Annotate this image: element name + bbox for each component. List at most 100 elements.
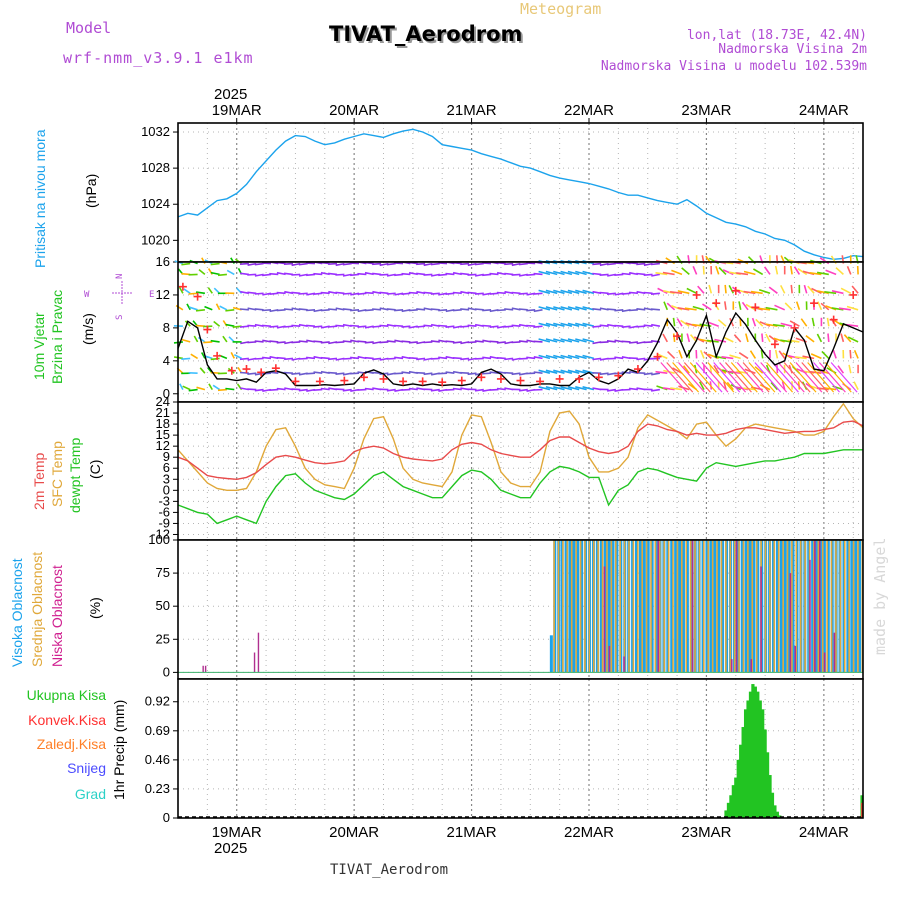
wind-arrow (504, 371, 514, 374)
wind-arrow (545, 270, 558, 276)
wind-arrow (743, 387, 756, 391)
wind-arrow (357, 325, 367, 328)
wind-arrow (207, 287, 213, 294)
wind-arrow (467, 324, 477, 327)
wind-arrow (518, 308, 528, 311)
low-cloud-bar (789, 573, 792, 673)
pressure-side-label: Pritisak na nivou mora (32, 129, 48, 268)
wind-gust-mark (399, 377, 408, 386)
mid-cloud-bar (654, 540, 657, 673)
total-precip-bar (761, 709, 765, 818)
wind-arrow (582, 354, 595, 360)
wind-arrow (592, 262, 602, 266)
high-cloud-bar (717, 540, 721, 673)
mid-cloud-bar (786, 540, 789, 673)
wind-arrow (496, 309, 506, 312)
pressure-plot-area (178, 123, 863, 262)
wind-arrow (460, 357, 470, 361)
wind-arrow (182, 385, 191, 391)
wind-gust-mark (692, 290, 701, 299)
wind-arrow (452, 261, 462, 265)
temperature-ytick-label: -6 (158, 504, 170, 519)
mid-cloud-bar (804, 540, 806, 673)
low-cloud-bar (735, 540, 738, 673)
wind-arrow (553, 354, 565, 360)
wind-arrow (766, 362, 793, 393)
low-cloud-bar (818, 540, 821, 673)
mid-cloud-bar (747, 540, 749, 673)
wind-arrow (526, 273, 536, 276)
wind-arrow (606, 388, 617, 392)
wind-arrow (291, 388, 301, 391)
wind-arrow (801, 362, 829, 393)
wind-arrow (768, 286, 778, 294)
high-cloud-bar (858, 540, 862, 673)
wind-arrow (743, 270, 756, 276)
precip-label-conv: Konvek.Kisa (28, 712, 106, 728)
wind-arrow (771, 362, 799, 393)
wind-arrow (784, 302, 793, 311)
wind-arrow (215, 303, 221, 311)
mid-cloud-bar (782, 540, 784, 673)
mid-cloud-bar (791, 540, 793, 673)
wind-arrow (567, 322, 580, 327)
wind-arrow (467, 273, 477, 276)
wind-gust-mark (712, 299, 721, 308)
wind-arrow (650, 292, 660, 295)
wind-gust-mark (271, 364, 280, 373)
wind-gust-mark (829, 315, 838, 324)
wind-arrow (789, 362, 817, 393)
precip-label-frz: Zaledj.Kisa (37, 736, 106, 752)
wind-arrow (283, 262, 294, 265)
wind-arrow (342, 340, 352, 343)
wind-arrow (592, 325, 602, 328)
wind-arrow (832, 349, 837, 359)
wind-arrow (636, 262, 646, 266)
high-cloud-bar (674, 540, 678, 673)
wind-arrow (394, 309, 404, 312)
total-precip-bar (773, 805, 777, 818)
wind-arrow (504, 308, 514, 311)
wind-arrow (313, 325, 323, 328)
low-cloud-bar (750, 659, 753, 673)
wind-arrow (416, 357, 426, 361)
wind-arrow (233, 353, 242, 360)
wind-arrow (707, 353, 719, 360)
wind-arrow (692, 265, 698, 275)
bottom-day-label: 20MAR (329, 824, 379, 841)
low-cloud-bar (257, 632, 260, 673)
wind-gust-mark (849, 290, 858, 299)
wind-arrow (430, 340, 440, 343)
mid-cloud-bar (636, 540, 639, 673)
wind-arrow (489, 325, 499, 328)
wind-arrow (800, 318, 808, 327)
mid-cloud-bar (610, 540, 613, 673)
wind-arrow (701, 362, 729, 393)
wind-arrow (621, 272, 631, 276)
temperature-plot-area (178, 402, 863, 540)
wind-arrow (181, 357, 191, 360)
wind-arrow (545, 354, 558, 360)
mid-cloud-bar (817, 540, 820, 673)
wind-arrow (733, 334, 742, 343)
wind-arrow (575, 386, 587, 391)
wind-arrow (567, 386, 580, 391)
precip-label-snow: Snijeg (67, 760, 106, 776)
wind-arrow (695, 362, 723, 393)
wind-arrow (749, 350, 757, 359)
wind-arrow (276, 387, 286, 391)
bottom-day-label: 22MAR (564, 824, 614, 841)
precip-ytick-label: 0.69 (145, 723, 170, 738)
wind-arrow (482, 324, 492, 327)
high-cloud-bar (815, 540, 819, 673)
top-day-label: 24MAR (799, 102, 849, 119)
mid-cloud-bar (799, 540, 802, 673)
wind-arrow (728, 271, 741, 276)
wind-arrow (291, 273, 301, 276)
high-cloud-bar (846, 540, 850, 673)
wind-arrow (320, 341, 330, 344)
wind-arrow (721, 356, 734, 360)
wind-arrow (364, 291, 374, 295)
mid-cloud-bar (698, 540, 701, 673)
